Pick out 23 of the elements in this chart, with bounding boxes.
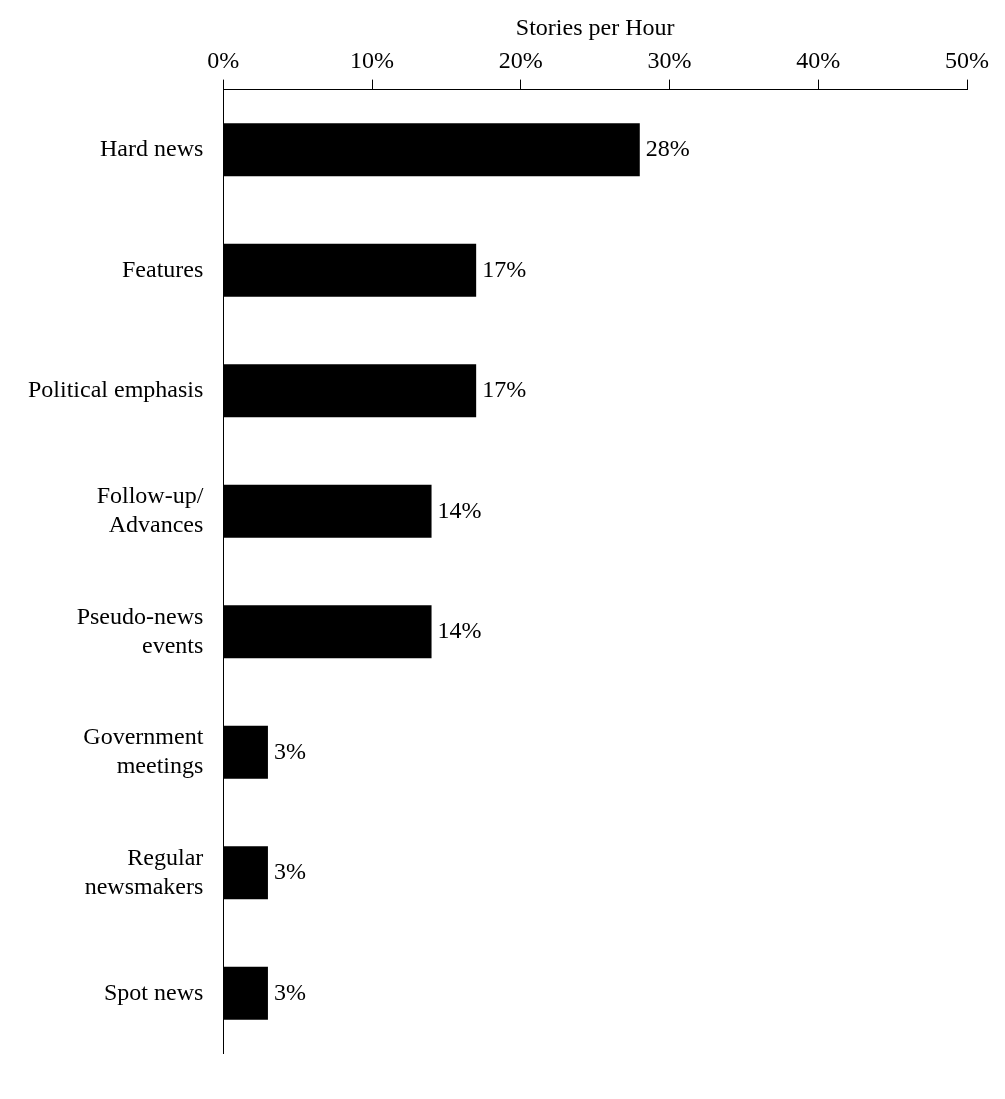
data-label: 3% [273,858,306,885]
x-axis-title: Stories per Hour [515,13,675,40]
data-label: 28% [645,135,690,162]
y-tick-label: Spot news [103,978,204,1005]
x-tick-label: 20% [498,47,543,74]
data-label: 14% [437,617,482,644]
x-tick-label: 30% [647,47,692,74]
data-label: 17% [482,255,527,282]
x-tick-label: 50% [945,47,989,74]
y-tick-label: Hard news [100,135,204,162]
y-tick-label: Regular newsmakers [84,843,204,899]
y-tick-label: Follow-up/ Advances [96,482,204,538]
data-label: 3% [273,737,306,764]
y-tick-label: Pseudo-news events [76,602,204,658]
y-tick-label: Political emphasis [28,376,204,403]
y-tick-label: Features [122,255,204,282]
data-label: 17% [482,376,527,403]
x-tick-label: 10% [350,47,395,74]
x-tick-label: 0% [207,47,240,74]
data-label: 14% [437,496,482,523]
y-tick-label: Government meetings [83,723,204,779]
data-label: 3% [273,978,306,1005]
x-tick-label: 40% [796,47,841,74]
